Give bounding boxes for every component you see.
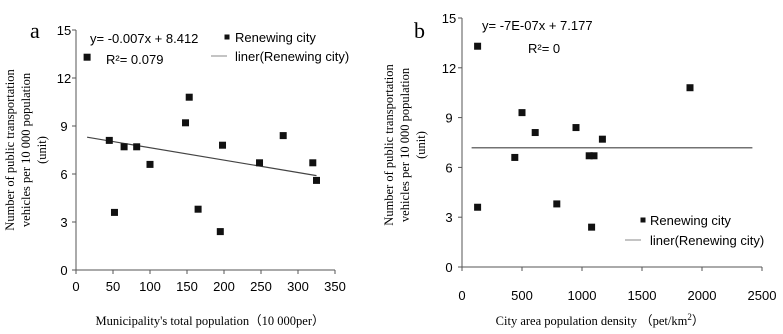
x-tick-label: 50 xyxy=(106,279,120,294)
scatter-point xyxy=(511,153,519,161)
trend-line xyxy=(87,136,317,177)
scatter-point xyxy=(279,132,287,140)
y-axis-title-line: Number of public transportation xyxy=(382,64,396,226)
y-axis-title-line: vehicles per 10 000 population xyxy=(398,67,412,222)
x-tick-label: 0 xyxy=(72,279,79,294)
scatter-point xyxy=(598,135,606,143)
x-tick-label: 150 xyxy=(176,279,198,294)
regression-equation: y= -0.007x + 8.412 xyxy=(90,31,198,46)
legend-label-scatter: Renewing city xyxy=(650,213,731,228)
y-tick-label: 9 xyxy=(445,111,452,126)
scatter-point xyxy=(256,159,264,167)
y-tick-label: 12 xyxy=(57,71,71,86)
y-tick-label: 15 xyxy=(57,23,71,38)
legend-label-line: liner(Renewing city) xyxy=(650,233,764,248)
scatter-point xyxy=(194,205,202,213)
scatter-point xyxy=(182,119,190,127)
scatter-point xyxy=(120,143,128,151)
y-axis-title: Number of public transportation vehicles … xyxy=(382,64,428,226)
legend-label-line: liner(Renewing city) xyxy=(235,49,349,64)
y-tick-label: 15 xyxy=(442,11,456,26)
scatter-point xyxy=(105,136,113,144)
y-tick-label: 3 xyxy=(60,215,67,230)
legend-marker-scatter xyxy=(224,34,230,40)
r-squared-label: R²= 0.079 xyxy=(106,52,163,67)
r-squared-label: R²= 0 xyxy=(528,41,560,56)
scatter-point xyxy=(474,42,482,50)
y-axis-title-line: vehicles per 10 000 population xyxy=(19,72,33,227)
x-axis-title-text: Municipality's total population（10 000pe… xyxy=(96,314,325,328)
y-tick-label: 0 xyxy=(445,260,452,275)
scatter-point xyxy=(590,152,598,160)
scatter-point xyxy=(83,53,91,61)
legend-marker-scatter xyxy=(640,217,646,223)
x-axis-title-superscript: 2 xyxy=(687,312,692,322)
scatter-point xyxy=(585,152,593,160)
panel-label: a xyxy=(30,18,40,43)
y-tick-label: 0 xyxy=(60,263,67,278)
x-tick-label: 1000 xyxy=(568,288,597,303)
scatter-point xyxy=(572,124,580,132)
x-tick-label: 2500 xyxy=(748,288,777,303)
scatter-point xyxy=(313,176,320,184)
scatter-point xyxy=(518,109,526,117)
x-axis-title-text: City area population density （pet/km xyxy=(496,314,688,328)
x-axis-title: City area population density （pet/km2） xyxy=(496,312,705,328)
scatter-point xyxy=(588,223,596,231)
x-tick-label: 350 xyxy=(324,279,346,294)
scatter-point xyxy=(309,159,317,167)
y-tick-label: 6 xyxy=(445,160,452,175)
scatter-point xyxy=(474,203,482,211)
x-tick-label: 300 xyxy=(287,279,309,294)
x-tick-label: 2000 xyxy=(688,288,717,303)
scatter-point xyxy=(133,143,141,151)
x-tick-label: 100 xyxy=(139,279,161,294)
scatter-point xyxy=(686,84,694,92)
x-axis-title: Municipality's total population（10 000pe… xyxy=(96,314,325,328)
x-tick-label: 500 xyxy=(511,288,533,303)
y-axis-title-line: Number of public transportation xyxy=(3,69,17,231)
y-tick-label: 3 xyxy=(445,210,452,225)
x-tick-label: 1500 xyxy=(628,288,657,303)
y-tick-label: 9 xyxy=(60,119,67,134)
x-tick-label: 200 xyxy=(213,279,235,294)
x-tick-label: 250 xyxy=(250,279,272,294)
scatter-point xyxy=(219,141,227,149)
panel-label: b xyxy=(414,18,425,43)
y-tick-label: 6 xyxy=(60,167,67,182)
scatter-point xyxy=(216,228,224,236)
x-tick-label: 0 xyxy=(458,288,465,303)
scatter-point xyxy=(531,129,539,137)
y-tick-label: 12 xyxy=(442,61,456,76)
scatter-point xyxy=(185,93,193,101)
y-axis-title-line: (unit) xyxy=(35,136,49,164)
y-axis-title-line: (unit) xyxy=(414,131,428,159)
y-axis-title: Number of public transportation vehicles … xyxy=(3,69,49,231)
x-axis-title-end: ） xyxy=(692,314,705,328)
scatter-point xyxy=(110,208,118,216)
scatter-point xyxy=(553,200,561,208)
regression-equation: y= -7E-07x + 7.177 xyxy=(482,18,593,33)
chart-panel-b: 0 3 6 9 12 15 0 500 1000 1500 2000 2500 b y= -7E-07x … xyxy=(382,11,776,328)
scatter-point xyxy=(146,160,154,168)
legend-label-scatter: Renewing city xyxy=(235,30,316,45)
